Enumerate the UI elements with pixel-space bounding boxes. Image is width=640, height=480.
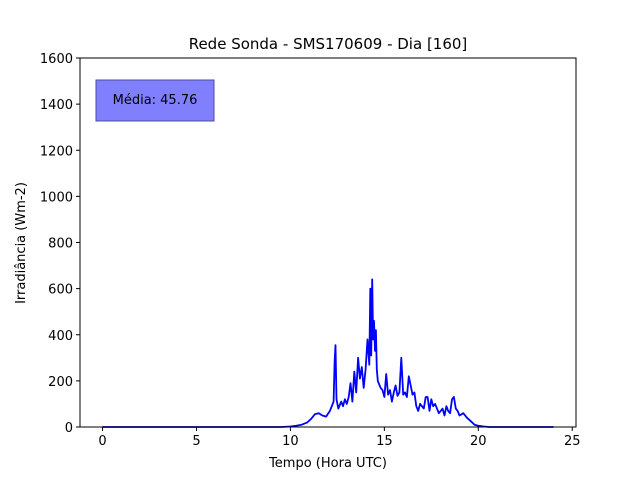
mean-annotation-text: Média: 45.76 [113,93,198,108]
y-tick-label-1600: 1600 [40,52,73,67]
y-tick-label-400: 400 [48,329,73,344]
y-tick-label-600: 600 [48,283,73,298]
x-tick-label-0: 0 [98,434,106,449]
x-tick-label-10: 10 [282,434,299,449]
mean-annotation-box [95,79,215,122]
chart-title: Rede Sonda - SMS170609 - Dia [160] [189,35,468,53]
y-axis-label: Irradiância (Wm-2) [14,182,29,304]
y-tick-label-1200: 1200 [40,144,73,159]
y-tick-label-0: 0 [65,421,73,436]
x-axis-label: Tempo (Hora UTC) [268,456,387,471]
x-tick-label-15: 15 [376,434,393,449]
series-line-0 [102,278,554,428]
x-tick-label-20: 20 [470,434,487,449]
x-tick-label-5: 5 [192,434,200,449]
y-tick-label-200: 200 [48,375,73,390]
plot-area: 0 5 10 15 20 25 0 200 400 600 800 1000 1200 1400 1600 [40,52,581,449]
mean-annotation: Média: 45.76 [95,79,215,122]
x-tick-label-25: 25 [564,434,581,449]
y-tick-label-800: 800 [48,237,73,252]
y-tick-label-1000: 1000 [40,190,73,205]
y-tick-label-1400: 1400 [40,98,73,113]
